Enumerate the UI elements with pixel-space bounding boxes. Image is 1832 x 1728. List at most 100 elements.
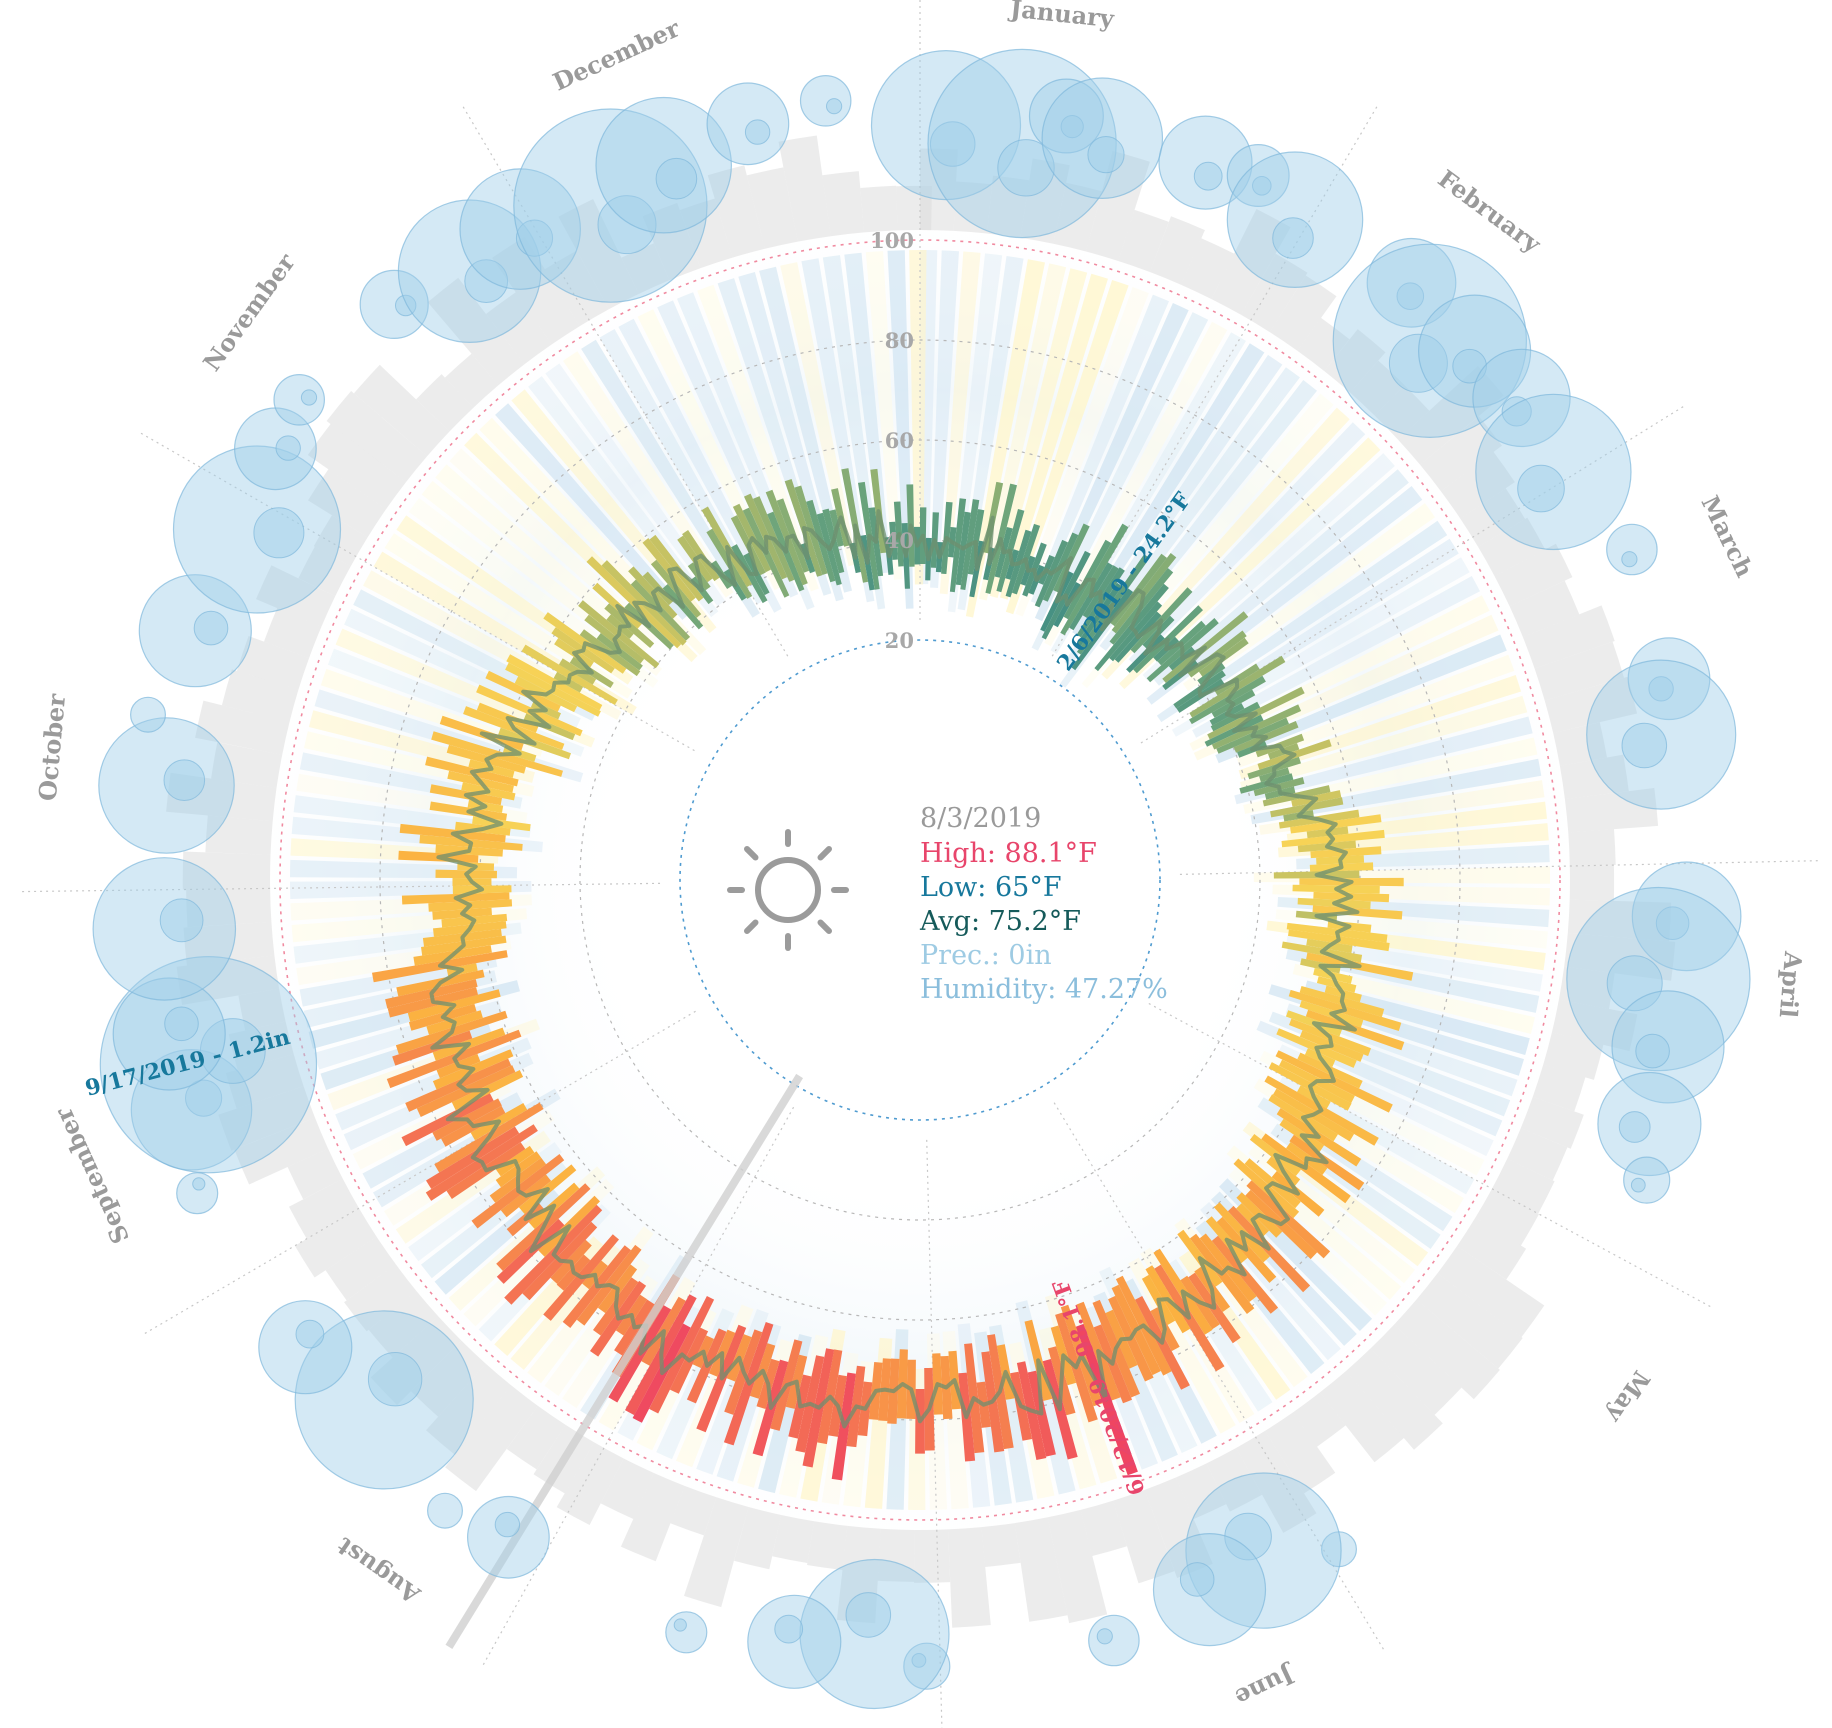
precipitation-bubble xyxy=(427,1492,464,1529)
humidity-bar xyxy=(1534,641,1624,701)
humidity-bar xyxy=(426,1363,512,1455)
humidity-bar xyxy=(1520,1096,1584,1149)
month-label: March xyxy=(1696,491,1760,582)
average-temperature-line xyxy=(429,509,1362,1429)
sunshine-ray xyxy=(1240,695,1528,791)
sunshine-ray xyxy=(1153,469,1409,686)
precipitation-bubble xyxy=(997,139,1055,197)
month-label: June xyxy=(1231,1659,1301,1712)
humidity-bar xyxy=(807,1521,848,1570)
humidity-bar xyxy=(234,1117,329,1185)
precipitation-bubble xyxy=(1655,906,1690,941)
precipitation-bubble xyxy=(159,898,204,943)
precipitation-bubble xyxy=(1648,676,1674,702)
humidity-bar xyxy=(1319,1371,1404,1463)
humidity-bar xyxy=(1112,1489,1175,1584)
month-divider xyxy=(481,1106,795,1667)
precipitation-bubble xyxy=(1252,176,1272,196)
month-divider xyxy=(926,1139,943,1728)
humidity-bar xyxy=(444,353,499,408)
humidity-bar xyxy=(679,198,733,269)
humidity-bar xyxy=(1047,1509,1108,1624)
precipitation-bubble xyxy=(1606,955,1663,1012)
humidity-bar xyxy=(1394,1299,1500,1400)
sunshine-ray xyxy=(1142,453,1395,682)
precipitation-bubble xyxy=(744,119,771,145)
month-label: August xyxy=(331,1532,426,1611)
humidity-bar xyxy=(1293,1392,1346,1447)
sunshine-ray xyxy=(1044,321,1228,647)
month-label: November xyxy=(197,248,301,377)
humidity-bar xyxy=(1269,275,1337,351)
precipitation-bubble xyxy=(655,157,698,200)
humidity-bar xyxy=(620,1473,685,1562)
precipitation-bubble xyxy=(253,507,305,559)
precipitation-bubble xyxy=(295,1319,325,1349)
humidity-bar xyxy=(353,364,450,457)
month-divider xyxy=(1053,1102,1385,1652)
precipitation-bubble xyxy=(467,1495,550,1579)
precipitation-bubble xyxy=(1396,282,1425,311)
humidity-bar xyxy=(778,135,831,242)
temperature-tick-label: 100 xyxy=(870,228,914,253)
precipitation-bubble xyxy=(1028,78,1104,154)
humidity-bar xyxy=(308,469,386,538)
month-label: December xyxy=(548,13,684,96)
humidity-bar xyxy=(1553,722,1607,766)
humidity-bar xyxy=(1559,754,1629,800)
humidity-bar xyxy=(981,1523,1021,1567)
humidity-bar xyxy=(1118,209,1169,272)
humidity-bar xyxy=(289,1178,359,1239)
selected-day-indicator xyxy=(445,1073,804,1649)
sunshine-ray xyxy=(887,250,914,609)
humidity-bar xyxy=(1181,238,1235,299)
humidity-bar xyxy=(238,988,286,1031)
precipitation-bubble xyxy=(1621,722,1668,769)
sunshine-ray xyxy=(999,273,1108,600)
humidity-bar xyxy=(1080,1500,1127,1556)
precipitation-bubble xyxy=(1452,348,1487,384)
sunshine-ray xyxy=(344,608,581,728)
temperature-ring xyxy=(279,239,1561,1521)
precipitation-bubble xyxy=(1060,115,1084,139)
sunshine-ray xyxy=(1236,654,1515,768)
humidity-bar xyxy=(1478,517,1546,577)
temperature-tick-label: 40 xyxy=(885,528,914,553)
precipitation-bubble xyxy=(367,1352,423,1407)
humidity-bar xyxy=(176,955,280,1005)
precipitation-bubble xyxy=(515,219,554,257)
precipitation-bubble xyxy=(1224,1512,1272,1561)
humidity-bar xyxy=(1420,416,1502,492)
precipitation-bubble xyxy=(673,1618,687,1632)
average-temperature: Avg: 75.2°F xyxy=(919,906,1081,937)
sunshine-ray xyxy=(865,251,903,580)
precipitation-bubble xyxy=(273,373,326,426)
humidity-bar xyxy=(772,1515,815,1563)
center-info-panel: 8/3/2019 High: 88.1°F Low: 65°F Avg: 75.… xyxy=(727,803,1168,1005)
humidity-bar xyxy=(544,250,609,327)
humidity-bar xyxy=(1297,317,1350,372)
humidity-bar xyxy=(186,888,272,928)
sunshine-ray xyxy=(384,533,633,699)
precipitation-bubble xyxy=(300,389,318,406)
humidity-bar xyxy=(1532,1064,1586,1112)
humidity-bar xyxy=(1206,1448,1263,1512)
precipitation-bubble xyxy=(1272,217,1314,259)
sunshine-ray xyxy=(1234,716,1533,805)
humidity-bar xyxy=(1370,1324,1462,1415)
humidity-bar xyxy=(1345,1348,1443,1450)
humidity-bar xyxy=(183,921,275,966)
humidity-bar xyxy=(221,669,299,723)
humidity-bar xyxy=(1265,1412,1336,1494)
precipitation-bubble xyxy=(494,1511,521,1538)
humidity-bar xyxy=(877,1528,915,1582)
humidity-bar xyxy=(506,1405,566,1470)
precipitation-bubble xyxy=(1606,523,1658,576)
humidity-bar xyxy=(558,199,639,310)
temperature-tick-label: 20 xyxy=(885,628,914,653)
month-label: April xyxy=(1774,949,1808,1018)
sunshine-ray xyxy=(978,263,1067,601)
humidity-bar xyxy=(416,374,474,432)
precipitation-bubble xyxy=(1635,1033,1670,1069)
selected-date: 8/3/2019 xyxy=(920,803,1041,834)
